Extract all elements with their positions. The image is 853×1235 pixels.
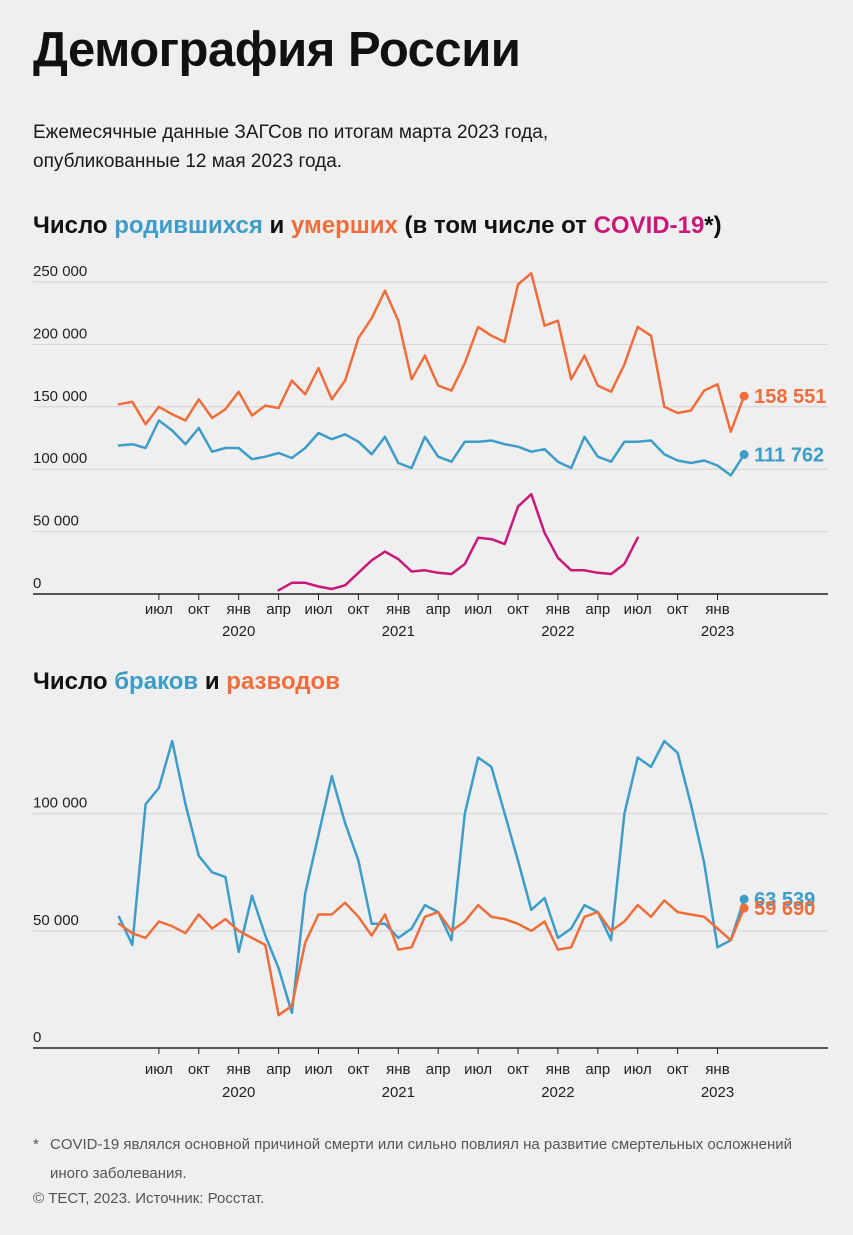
y-tick-label: 200 000 (33, 325, 87, 342)
x-tick-label: июл (304, 1061, 332, 1078)
series-end-point (739, 391, 749, 401)
x-tick-label: апр (266, 601, 291, 618)
series-line (117, 739, 746, 1015)
y-tick-label: 0 (33, 1029, 41, 1046)
subtitle-line-1: Ежемесячные данные ЗАГСов по итогам март… (33, 122, 549, 143)
y-tick-label: 250 000 (33, 263, 87, 280)
y-tick-label: 150 000 (33, 388, 87, 405)
x-year-label: 2021 (382, 1084, 415, 1100)
x-tick-label: янв (546, 1061, 570, 1078)
series-line (277, 492, 639, 592)
x-tick-label: июл (464, 1061, 492, 1078)
x-tick-label: янв (227, 1061, 251, 1078)
x-tick-label: июл (624, 601, 652, 618)
births-deaths-chart-title: Число родившихся и умерших (в том числе … (33, 212, 722, 240)
x-tick-label: окт (347, 601, 369, 618)
x-year-label: 2022 (541, 623, 574, 640)
y-tick-label: 100 000 (33, 450, 87, 467)
title-text: *) (704, 212, 722, 239)
credit-line: © ТЕСТ, 2023. Источник: Росстат. (33, 1190, 265, 1207)
x-tick-label: июл (145, 601, 173, 618)
x-tick-label: июл (145, 1061, 173, 1078)
x-year-label: 2022 (541, 1084, 574, 1100)
series-end-point (739, 903, 749, 913)
x-tick-label: окт (667, 1061, 689, 1078)
title-covid-word: COVID-19 (593, 212, 705, 239)
footnote: * COVID-19 являлся основной причиной сме… (33, 1130, 823, 1188)
x-tick-label: апр (585, 1061, 610, 1078)
title-marriages-word: браков (114, 668, 199, 695)
y-tick-label: 50 000 (33, 912, 79, 929)
x-tick-label: янв (546, 601, 570, 618)
x-year-label: 2023 (701, 1084, 734, 1100)
title-births-word: родившихся (114, 212, 263, 239)
x-tick-label: апр (266, 1061, 291, 1078)
series-line (117, 272, 746, 434)
x-tick-label: июл (464, 601, 492, 618)
title-text: и (198, 668, 227, 695)
x-tick-label: окт (188, 1061, 210, 1078)
footnote-text: COVID-19 являлся основной причиной смерт… (50, 1136, 793, 1182)
series-line (117, 899, 746, 1017)
series-end-label: 63 539 (754, 889, 815, 911)
y-tick-label: 0 (33, 575, 41, 592)
title-text: (в том числе от (397, 212, 594, 239)
series-end-point (739, 450, 749, 460)
series-end-point (739, 894, 749, 904)
y-tick-label: 100 000 (33, 795, 87, 812)
x-year-label: 2020 (222, 623, 255, 640)
x-tick-label: окт (347, 1061, 369, 1078)
x-year-label: 2020 (222, 1084, 255, 1100)
title-divorces-word: разводов (226, 668, 340, 695)
title-text: Число (33, 212, 115, 239)
series-line (117, 419, 746, 477)
page-subtitle: Ежемесячные данные ЗАГСов по итогам март… (33, 118, 753, 176)
title-deaths-word: умерших (290, 212, 398, 239)
series-end-label: 158 551 (754, 386, 826, 408)
y-tick-label: 50 000 (33, 513, 79, 530)
x-tick-label: апр (585, 601, 610, 618)
footnote-star: * (33, 1136, 39, 1153)
x-tick-label: апр (426, 1061, 451, 1078)
x-tick-label: окт (188, 601, 210, 618)
series-end-label: 111 762 (754, 445, 824, 467)
x-tick-label: янв (386, 601, 410, 618)
x-tick-label: янв (705, 1061, 729, 1078)
x-year-label: 2021 (382, 623, 415, 640)
subtitle-line-2: опубликованные 12 мая 2023 года. (33, 151, 343, 172)
x-tick-label: янв (227, 601, 251, 618)
series-end-label: 59 690 (754, 898, 815, 920)
x-tick-label: июл (624, 1061, 652, 1078)
page-title: Демография России (33, 23, 521, 77)
x-year-label: 2023 (701, 623, 734, 640)
x-tick-label: июл (304, 601, 332, 618)
title-text: и (262, 212, 291, 239)
x-tick-label: янв (705, 601, 729, 618)
x-tick-label: окт (507, 1061, 529, 1078)
marriages-divorces-chart-title: Число браков и разводов (33, 668, 340, 696)
x-tick-label: окт (507, 601, 529, 618)
x-tick-label: апр (426, 601, 451, 618)
x-tick-label: окт (667, 601, 689, 618)
title-text: Число (33, 668, 115, 695)
x-tick-label: янв (386, 1061, 410, 1078)
